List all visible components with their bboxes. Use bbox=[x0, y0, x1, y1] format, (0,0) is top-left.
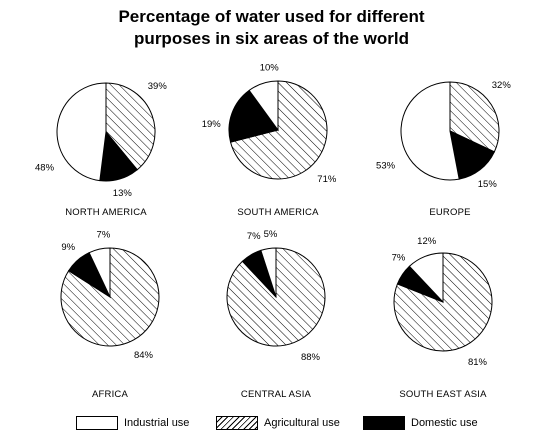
pie-slice-south-america-industrial-use bbox=[248, 80, 279, 132]
chart-title-line-1: Percentage of water used for different bbox=[118, 7, 425, 26]
pie-slice-africa-industrial-use bbox=[88, 247, 111, 298]
pie-label-europe-domestic-use: 15% bbox=[478, 179, 498, 190]
pie-central-asia: 5% 88% 7% CENTRAL ASIA bbox=[226, 229, 326, 400]
region-label-central-asia: CENTRAL ASIA bbox=[241, 389, 312, 400]
pie-label-europe-industrial-use: 53% bbox=[376, 160, 396, 171]
pie-south-america: 10% 71% 19% SOUTH AMERICA bbox=[202, 63, 337, 218]
region-label-europe: EUROPE bbox=[429, 207, 470, 218]
pie-europe: 53% 32% 15% EUROPE bbox=[376, 80, 511, 218]
pie-slice-central-asia-industrial-use bbox=[260, 247, 277, 298]
region-label-south-america: SOUTH AMERICA bbox=[237, 207, 319, 218]
region-label-south-east-asia: SOUTH EAST ASIA bbox=[399, 389, 487, 400]
pie-label-africa-agricultural-use: 84% bbox=[134, 350, 154, 361]
pie-south-east-asia: 12% 81% 7% SOUTH EAST ASIA bbox=[392, 236, 493, 400]
pie-slice-south-east-asia-agricultural-use bbox=[393, 252, 493, 352]
pie-label-africa-industrial-use: 7% bbox=[97, 229, 111, 240]
pie-label-south-america-agricultural-use: 71% bbox=[317, 174, 337, 185]
pie-slice-south-america-agricultural-use bbox=[229, 80, 328, 180]
pie-label-south-east-asia-domestic-use: 7% bbox=[392, 252, 406, 263]
pie-slice-south-america-domestic-use bbox=[228, 89, 279, 143]
pie-label-south-east-asia-industrial-use: 12% bbox=[417, 236, 437, 247]
pie-label-north-america-domestic-use: 13% bbox=[113, 188, 133, 199]
chart-title-line-2: purposes in six areas of the world bbox=[134, 29, 409, 48]
pie-slice-north-america-agricultural-use bbox=[105, 82, 156, 171]
pie-label-south-east-asia-agricultural-use: 81% bbox=[468, 357, 488, 368]
pie-label-central-asia-agricultural-use: 88% bbox=[301, 352, 321, 363]
pie-label-north-america-agricultural-use: 39% bbox=[148, 81, 168, 92]
region-label-africa: AFRICA bbox=[92, 389, 128, 400]
pie-slice-south-east-asia-industrial-use bbox=[408, 252, 444, 304]
pie-africa: 7% 84% 9% AFRICA bbox=[60, 229, 160, 400]
pie-label-central-asia-industrial-use: 5% bbox=[264, 229, 278, 240]
pie-north-america: 48% 39% 13% NORTH AMERICA bbox=[35, 81, 167, 218]
pie-label-central-asia-domestic-use: 7% bbox=[247, 231, 261, 242]
pie-slice-north-america-industrial-use bbox=[56, 82, 107, 182]
pie-label-south-america-industrial-use: 10% bbox=[260, 63, 280, 74]
pie-label-europe-agricultural-use: 32% bbox=[492, 80, 512, 91]
region-label-north-america: NORTH AMERICA bbox=[65, 207, 147, 218]
chart-title: Percentage of water used for different p… bbox=[0, 6, 543, 50]
pie-label-north-america-industrial-use: 48% bbox=[35, 163, 55, 174]
pie-label-africa-domestic-use: 9% bbox=[61, 242, 75, 253]
pie-slice-europe-agricultural-use bbox=[449, 81, 500, 153]
pie-slice-europe-industrial-use bbox=[400, 81, 460, 181]
pie-label-south-america-domestic-use: 19% bbox=[202, 119, 222, 130]
